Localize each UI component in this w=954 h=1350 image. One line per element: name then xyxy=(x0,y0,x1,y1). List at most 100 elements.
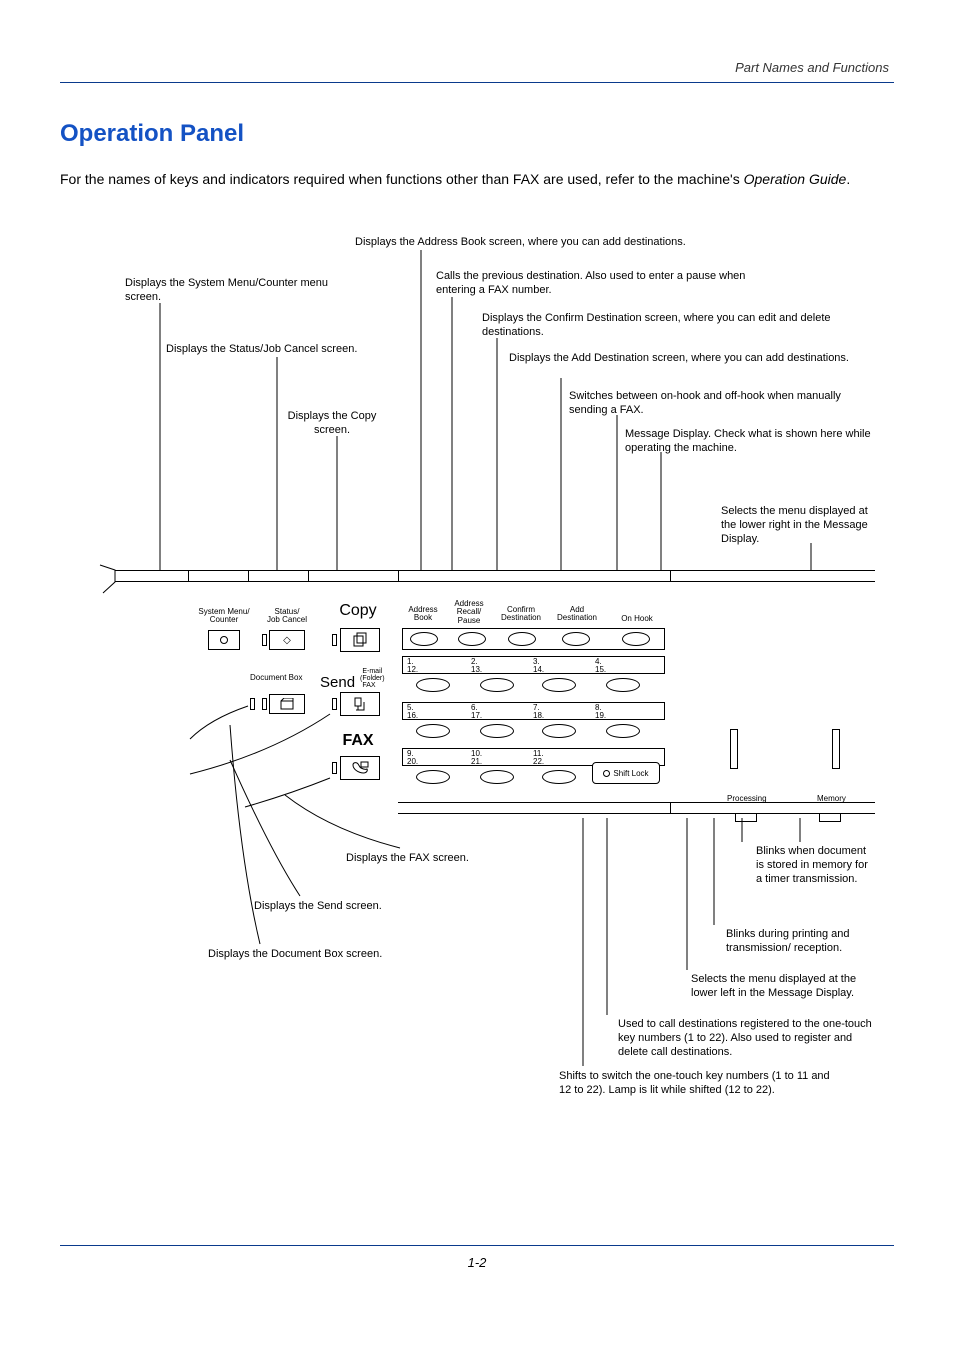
sep xyxy=(188,570,189,582)
sep xyxy=(670,802,671,814)
sep xyxy=(308,570,309,582)
fax-button[interactable] xyxy=(340,756,380,780)
ot-label: 13. xyxy=(471,665,482,674)
system-menu-button[interactable] xyxy=(208,630,240,650)
add-dest-button[interactable] xyxy=(562,632,590,646)
recall-pause-button[interactable] xyxy=(458,632,486,646)
led xyxy=(332,698,337,710)
confirm-dest-button[interactable] xyxy=(508,632,536,646)
sep xyxy=(398,570,399,582)
ot-label: 21. xyxy=(471,757,482,766)
diamond-icon: ◇ xyxy=(283,635,291,646)
led xyxy=(262,634,267,646)
t: Job Cancel xyxy=(260,616,314,624)
t: Counter xyxy=(197,616,251,624)
shift-lock-button[interactable]: Shift Lock xyxy=(592,762,660,784)
ot-label: 18. xyxy=(533,711,544,720)
header-section: Part Names and Functions xyxy=(735,60,889,75)
label-copy: Copy xyxy=(323,602,393,620)
panel-top-strip xyxy=(115,570,875,582)
callout-message-display: Message Display. Check what is shown her… xyxy=(625,428,875,456)
one-touch-button[interactable] xyxy=(542,770,576,784)
callout-lower-right: Selects the menu displayed at the lower … xyxy=(721,505,886,546)
ot-label: 14. xyxy=(533,665,544,674)
send-icon xyxy=(352,696,368,712)
ot-label: 22. xyxy=(533,757,544,766)
intro-emph: Operation Guide xyxy=(744,171,847,187)
one-touch-button[interactable] xyxy=(416,678,450,692)
label-add-dest: Add Destination xyxy=(552,606,602,623)
ot-label: 12. xyxy=(407,665,418,674)
led xyxy=(332,634,337,646)
callout-system-menu: Displays the System Menu/Counter menu sc… xyxy=(125,277,345,305)
ot-label: 20. xyxy=(407,757,418,766)
one-touch-button[interactable] xyxy=(416,770,450,784)
ot-label: 15. xyxy=(595,665,606,674)
page-title: Operation Panel xyxy=(60,120,244,148)
t: Destination xyxy=(496,614,546,622)
callout-doc-box: Displays the Document Box screen. xyxy=(208,948,382,962)
ot-label: 19. xyxy=(595,711,606,720)
function-area: System Menu/ Counter Status/ Job Cancel … xyxy=(190,584,395,804)
ot-label: 16. xyxy=(407,711,418,720)
led xyxy=(332,762,337,774)
box-icon xyxy=(280,698,294,710)
on-hook-button[interactable] xyxy=(622,632,650,646)
one-touch-button[interactable] xyxy=(542,678,576,692)
send-sublabel: (E-mailFolderFAX) xyxy=(360,668,385,689)
footer-rule xyxy=(60,1245,894,1246)
led-icon xyxy=(603,770,610,777)
callout-memory-blink: Blinks when document is stored in memory… xyxy=(756,845,876,886)
callout-shift-lock: Shifts to switch the one-touch key numbe… xyxy=(559,1070,839,1098)
label-address-book: Address Book xyxy=(402,606,444,623)
one-touch-button[interactable] xyxy=(606,724,640,738)
t: Destination xyxy=(552,614,602,622)
label-confirm-dest: Confirm Destination xyxy=(496,606,546,623)
one-touch-button[interactable] xyxy=(416,724,450,738)
callout-on-hook: Switches between on-hook and off-hook wh… xyxy=(569,390,849,418)
ot-labels-row-1: 1. 2. 3. 4. 12. 13. 14. 15. xyxy=(402,656,665,674)
callout-one-touch: Used to call destinations registered to … xyxy=(618,1018,878,1059)
callout-send-screen: Displays the Send screen. xyxy=(254,900,382,914)
sep xyxy=(248,570,249,582)
intro-text-2: . xyxy=(846,171,850,187)
intro-text-1: For the names of keys and indicators req… xyxy=(60,171,744,187)
softkey-right[interactable] xyxy=(832,729,840,769)
label-send: Send xyxy=(320,674,355,691)
softkey-left[interactable] xyxy=(730,729,738,769)
callout-lower-left: Selects the menu displayed at the lower … xyxy=(691,973,871,1001)
operation-panel-diagram: System Menu/ Counter Status/ Job Cancel … xyxy=(115,570,875,840)
send-button[interactable] xyxy=(340,692,380,716)
one-touch-button[interactable] xyxy=(480,724,514,738)
ot-label: 17. xyxy=(471,711,482,720)
label-document-box: Document Box xyxy=(250,674,310,682)
ot-labels-row-2: 5. 6. 7. 8. 16. 17. 18. 19. xyxy=(402,702,665,720)
intro-paragraph: For the names of keys and indicators req… xyxy=(60,170,894,190)
callout-copy-screen: Displays the Copy screen. xyxy=(272,410,392,438)
led xyxy=(250,698,255,710)
circle-icon xyxy=(220,636,228,644)
callout-add-dest: Displays the Add Destination screen, whe… xyxy=(509,352,849,366)
one-touch-button[interactable] xyxy=(542,724,576,738)
shift-lock-label: Shift Lock xyxy=(613,769,648,778)
status-job-button[interactable]: ◇ xyxy=(269,630,305,650)
callout-recall-pause: Calls the previous destination. Also use… xyxy=(436,270,746,298)
panel-bottom-strip xyxy=(398,802,875,814)
callout-processing-blink: Blinks during printing and transmission/… xyxy=(726,928,876,956)
callout-status-job: Displays the Status/Job Cancel screen. xyxy=(166,343,416,357)
label-recall-pause: Address Recall/ Pause xyxy=(448,600,490,625)
label-on-hook: On Hook xyxy=(612,614,662,623)
callout-confirm-dest: Displays the Confirm Destination screen,… xyxy=(482,312,892,340)
address-book-button[interactable] xyxy=(410,632,438,646)
one-touch-button[interactable] xyxy=(480,770,514,784)
sep xyxy=(670,570,671,582)
copy-button[interactable] xyxy=(340,628,380,652)
callout-fax-screen: Displays the FAX screen. xyxy=(346,852,469,866)
header-rule xyxy=(60,82,894,83)
led xyxy=(262,698,267,710)
document-box-button[interactable] xyxy=(269,694,305,714)
one-touch-button[interactable] xyxy=(606,678,640,692)
label-system-menu: System Menu/ Counter xyxy=(197,608,251,625)
callout-address-book: Displays the Address Book screen, where … xyxy=(355,236,815,250)
one-touch-button[interactable] xyxy=(480,678,514,692)
